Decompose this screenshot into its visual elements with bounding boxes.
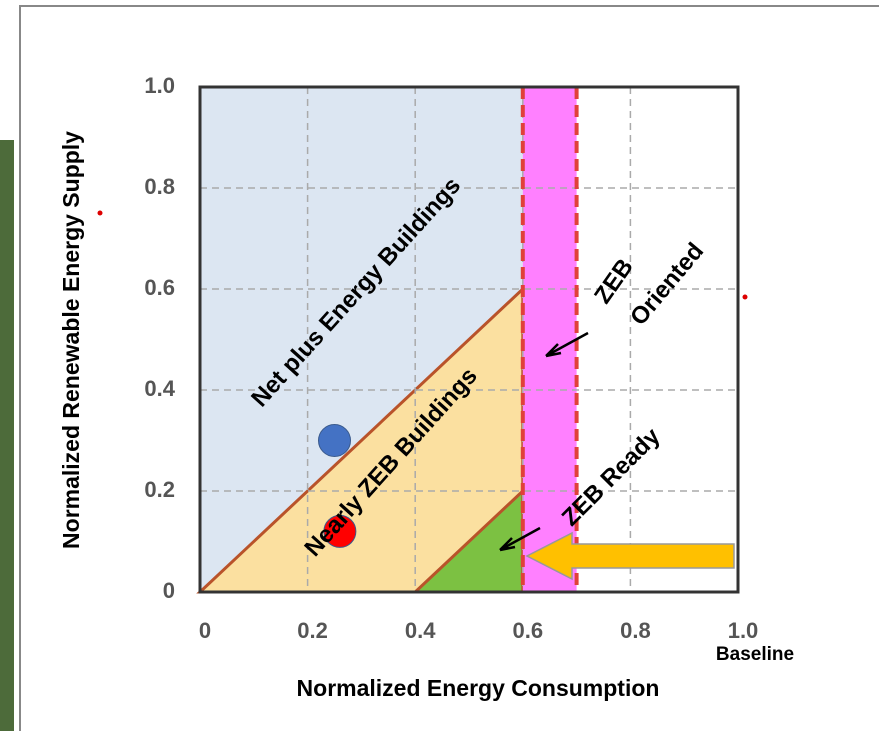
y-tick-label: 1.0 [144,73,175,98]
data-point [323,514,357,548]
region [522,87,577,592]
baseline-label: Baseline [716,644,794,665]
x-tick-label: 0.6 [513,618,544,643]
pointer-arrow [545,331,589,358]
y-tick-label: 0.2 [144,477,175,502]
region [200,87,523,592]
data-point [318,424,351,457]
marker-dot [97,210,103,216]
y-tick-label: 0 [163,578,175,603]
x-tick-label: 0 [199,618,211,643]
x-axis-title: Normalized Energy Consumption [297,675,660,701]
x-tick-label: 0.2 [297,618,328,643]
x-tick-label: 0.8 [620,618,651,643]
photo-edge [0,140,14,731]
baseline-arrow [525,531,735,581]
y-tick-label: 0.8 [144,174,175,199]
plot-frame [198,85,740,594]
pointer-arrow [499,526,541,552]
y-tick-label: 0.4 [144,376,175,401]
x-tick-label: 0.4 [405,618,436,643]
y-axis-title: Normalized Renewable Energy Supply [58,131,84,549]
frame [19,5,879,736]
marker-dot [742,294,748,300]
y-tick-label: 0.6 [144,275,175,300]
x-tick-label: 1.0 [728,618,759,643]
